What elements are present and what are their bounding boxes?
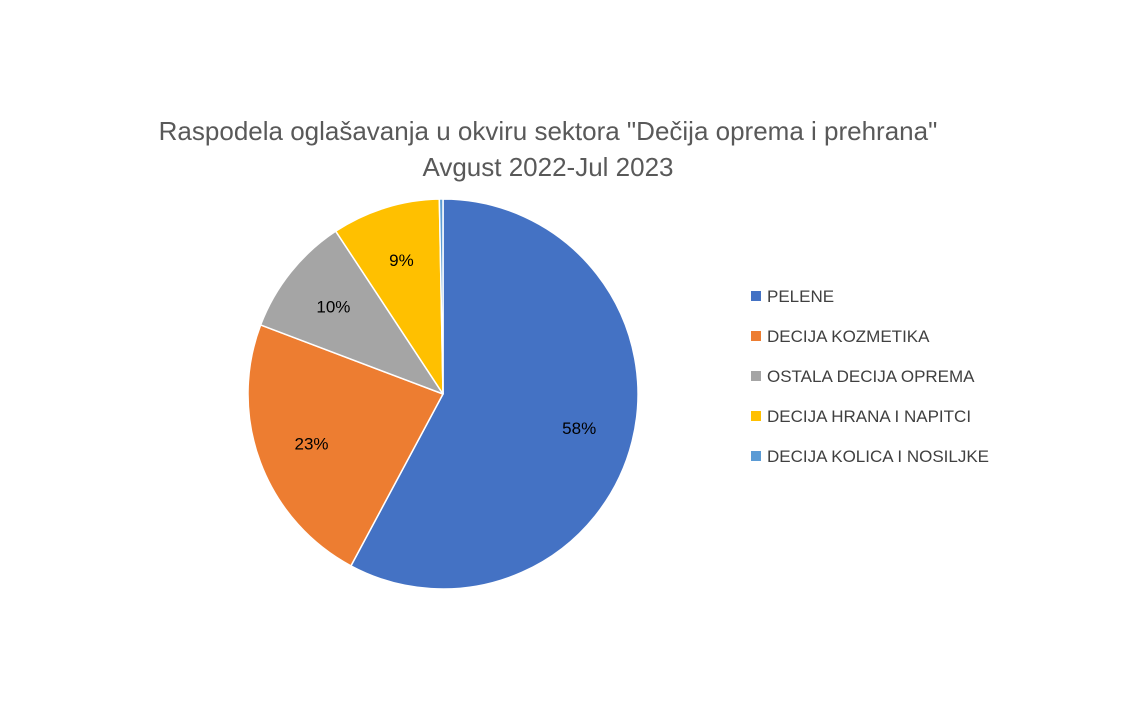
legend-label-5: DECIJA KOLICA I NOSILJKE xyxy=(767,447,989,466)
legend-swatch-5 xyxy=(751,451,761,461)
pie-slice-4 xyxy=(334,198,444,395)
legend-label-1: PELENE xyxy=(767,287,834,306)
pie-slices xyxy=(247,198,639,590)
data-label-2: 23% xyxy=(294,434,328,453)
legend-swatch-1 xyxy=(751,291,761,301)
data-labels: 58% 23% 10% 9% xyxy=(294,251,596,453)
legend: PELENE DECIJA KOZMETIKA OSTALA DECIJA OPRE… xyxy=(751,287,989,466)
data-label-1: 58% xyxy=(562,419,596,438)
legend-swatch-3 xyxy=(751,371,761,381)
legend-swatch-2 xyxy=(751,331,761,341)
legend-swatch-4 xyxy=(751,411,761,421)
data-label-4: 9% xyxy=(389,251,414,270)
pie-slice-5 xyxy=(438,198,444,395)
chart-subtitle: Avgust 2022-Jul 2023 xyxy=(422,152,673,182)
data-label-3: 10% xyxy=(316,297,350,316)
pie-slice-3 xyxy=(259,230,444,395)
pie-slice-2 xyxy=(247,324,444,567)
chart-title: Raspodela oglašavanja u okviru sektora "… xyxy=(159,116,938,146)
pie-slice-1 xyxy=(350,198,639,590)
legend-label-2: DECIJA KOZMETIKA xyxy=(767,327,930,346)
legend-label-3: OSTALA DECIJA OPREMA xyxy=(767,367,975,386)
legend-label-4: DECIJA HRANA I NAPITCI xyxy=(767,407,971,426)
